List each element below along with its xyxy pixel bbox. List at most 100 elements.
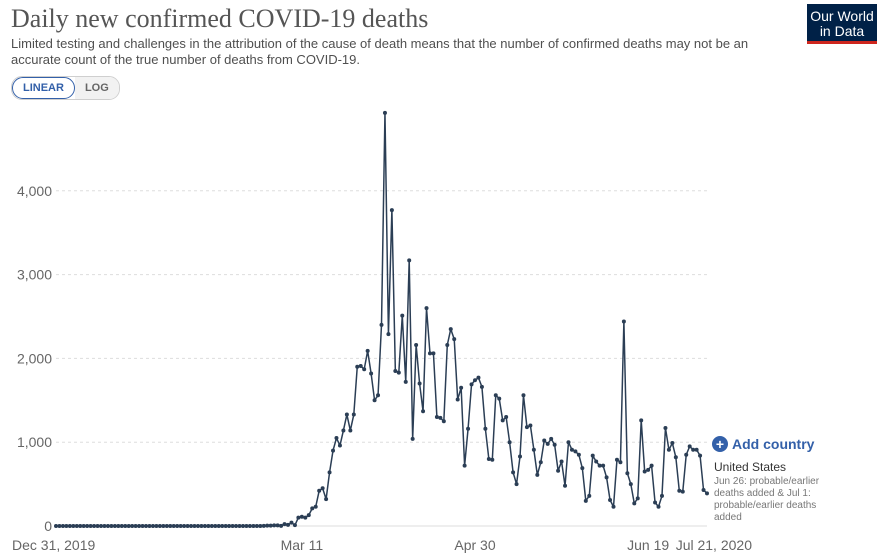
data-point[interactable] bbox=[407, 258, 412, 263]
data-point[interactable] bbox=[254, 524, 259, 528]
data-point[interactable] bbox=[535, 472, 540, 477]
data-point[interactable] bbox=[147, 524, 152, 528]
data-point[interactable] bbox=[105, 524, 110, 528]
data-point[interactable] bbox=[95, 524, 100, 528]
data-point[interactable] bbox=[441, 419, 446, 424]
data-point[interactable] bbox=[161, 524, 166, 528]
data-point[interactable] bbox=[119, 524, 124, 528]
data-point[interactable] bbox=[192, 524, 197, 528]
data-point[interactable] bbox=[289, 520, 294, 525]
data-point[interactable] bbox=[112, 524, 117, 528]
data-point[interactable] bbox=[438, 415, 443, 420]
data-point[interactable] bbox=[569, 447, 574, 452]
data-point[interactable] bbox=[687, 444, 692, 449]
data-point[interactable] bbox=[54, 524, 58, 528]
data-point[interactable] bbox=[216, 524, 221, 528]
data-point[interactable] bbox=[244, 524, 249, 528]
data-point[interactable] bbox=[389, 208, 394, 213]
data-point[interactable] bbox=[258, 524, 263, 528]
data-point[interactable] bbox=[483, 426, 488, 431]
data-point[interactable] bbox=[698, 453, 703, 458]
data-point[interactable] bbox=[227, 524, 232, 528]
data-point[interactable] bbox=[369, 371, 374, 376]
data-point[interactable] bbox=[573, 449, 578, 454]
data-point[interactable] bbox=[99, 524, 104, 528]
owid-logo[interactable]: Our World in Data bbox=[807, 4, 877, 44]
data-point[interactable] bbox=[230, 524, 235, 528]
data-point[interactable] bbox=[261, 523, 266, 528]
data-point[interactable] bbox=[628, 482, 633, 487]
data-point[interactable] bbox=[199, 524, 204, 528]
data-point[interactable] bbox=[694, 447, 699, 452]
data-point[interactable] bbox=[268, 523, 273, 528]
data-point[interactable] bbox=[175, 524, 180, 528]
data-point[interactable] bbox=[376, 393, 381, 398]
data-point[interactable] bbox=[150, 524, 155, 528]
linear-scale-button[interactable]: LINEAR bbox=[12, 77, 75, 99]
data-point[interactable] bbox=[348, 428, 353, 433]
data-point[interactable] bbox=[417, 381, 422, 386]
data-point[interactable] bbox=[296, 515, 301, 520]
data-point[interactable] bbox=[102, 524, 107, 528]
data-point[interactable] bbox=[85, 524, 90, 528]
data-point[interactable] bbox=[372, 398, 377, 403]
data-point[interactable] bbox=[310, 506, 315, 511]
data-point[interactable] bbox=[247, 524, 252, 528]
scale-toggle[interactable]: LINEAR LOG bbox=[11, 76, 120, 100]
data-point[interactable] bbox=[659, 493, 664, 498]
data-point[interactable] bbox=[594, 459, 599, 464]
data-point[interactable] bbox=[583, 498, 588, 503]
data-point[interactable] bbox=[168, 524, 173, 528]
data-point[interactable] bbox=[514, 482, 519, 487]
data-point[interactable] bbox=[137, 524, 142, 528]
data-point[interactable] bbox=[455, 397, 460, 402]
data-point[interactable] bbox=[469, 382, 474, 387]
data-point[interactable] bbox=[116, 524, 121, 528]
data-point[interactable] bbox=[109, 524, 114, 528]
data-point[interactable] bbox=[351, 412, 356, 417]
data-point[interactable] bbox=[472, 378, 477, 383]
data-point[interactable] bbox=[206, 524, 211, 528]
data-point[interactable] bbox=[632, 501, 637, 506]
data-point[interactable] bbox=[466, 426, 471, 431]
data-point[interactable] bbox=[608, 498, 613, 503]
data-point[interactable] bbox=[421, 409, 426, 414]
data-point[interactable] bbox=[265, 523, 270, 528]
data-point[interactable] bbox=[653, 500, 658, 505]
data-point[interactable] bbox=[396, 370, 401, 375]
data-point[interactable] bbox=[209, 524, 214, 528]
data-point[interactable] bbox=[414, 342, 419, 347]
data-point[interactable] bbox=[344, 412, 349, 417]
data-point[interactable] bbox=[382, 110, 387, 115]
data-point[interactable] bbox=[275, 523, 280, 528]
data-point[interactable] bbox=[542, 438, 547, 443]
data-point[interactable] bbox=[337, 443, 342, 448]
data-point[interactable] bbox=[272, 523, 277, 528]
data-point[interactable] bbox=[705, 491, 709, 496]
data-point[interactable] bbox=[597, 463, 602, 468]
data-point[interactable] bbox=[497, 396, 502, 401]
data-point[interactable] bbox=[400, 313, 405, 318]
data-point[interactable] bbox=[64, 524, 69, 528]
data-point[interactable] bbox=[646, 467, 651, 472]
data-point[interactable] bbox=[92, 524, 97, 528]
data-point[interactable] bbox=[649, 463, 654, 468]
data-point[interactable] bbox=[306, 513, 311, 518]
data-point[interactable] bbox=[185, 524, 190, 528]
data-point[interactable] bbox=[424, 306, 429, 311]
data-point[interactable] bbox=[362, 367, 367, 372]
data-point[interactable] bbox=[331, 448, 336, 453]
data-point[interactable] bbox=[279, 523, 284, 528]
data-point[interactable] bbox=[123, 524, 128, 528]
data-point[interactable] bbox=[479, 384, 484, 389]
data-point[interactable] bbox=[164, 524, 169, 528]
data-point[interactable] bbox=[133, 524, 138, 528]
data-point[interactable] bbox=[680, 489, 685, 494]
data-point[interactable] bbox=[171, 524, 176, 528]
data-point[interactable] bbox=[60, 524, 65, 528]
data-point[interactable] bbox=[528, 423, 533, 428]
data-point[interactable] bbox=[507, 440, 512, 445]
data-point[interactable] bbox=[701, 487, 706, 492]
data-point[interactable] bbox=[299, 514, 304, 519]
data-point[interactable] bbox=[140, 524, 145, 528]
